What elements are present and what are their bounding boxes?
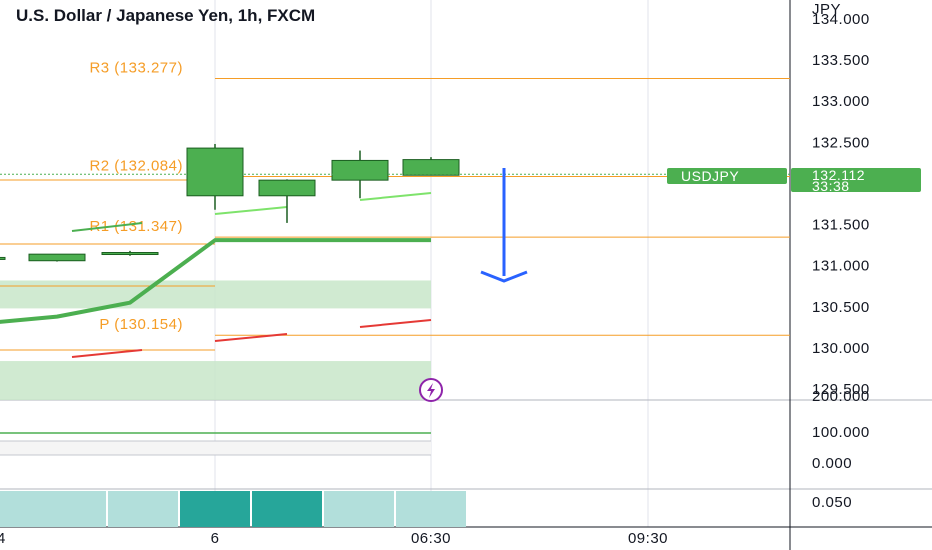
pivot-label: R1 (131.347) [89, 218, 183, 235]
time-tick-label: 06:30 [411, 530, 451, 547]
volume-bar[interactable] [108, 491, 178, 527]
arrow-head [480, 270, 528, 283]
price-tick-label: 131.000 [812, 258, 870, 275]
time-tick-label: 09:30 [628, 530, 668, 547]
symbol-tag-label: USDJPY [681, 168, 739, 184]
lower-pane-tick: 0.000 [812, 455, 852, 472]
red-segment [214, 333, 288, 342]
red-segment [359, 319, 432, 328]
lightning-icon[interactable] [419, 378, 443, 402]
volume-bar[interactable] [180, 491, 250, 527]
price-tick-label: 129.500 [812, 381, 870, 398]
price-tick-label: 132.500 [812, 134, 870, 151]
countdown-timer: 33:38 [812, 178, 850, 194]
bottom-pane-tick: 0.050 [812, 494, 852, 511]
volume-bar[interactable] [396, 491, 466, 527]
price-tick-label: 130.000 [812, 340, 870, 357]
price-tick-label: 130.500 [812, 299, 870, 316]
pivot-zone-lower [0, 361, 431, 400]
green-segment [359, 192, 432, 201]
price-tick-label: 131.500 [812, 217, 870, 234]
volume-bar[interactable] [324, 491, 394, 527]
volume-bar[interactable] [252, 491, 322, 527]
pivot-label: R3 (133.277) [89, 59, 183, 76]
price-tick-label: 133.500 [812, 52, 870, 69]
price-tick-label: 133.000 [812, 93, 870, 110]
red-segment [71, 349, 143, 358]
pivot-label: R2 (132.084) [89, 158, 183, 175]
time-tick-label: 4 [0, 530, 6, 547]
candle-body[interactable] [186, 147, 244, 197]
time-tick-label: 6 [211, 530, 220, 547]
candle-body[interactable] [101, 252, 159, 256]
symbol-tag[interactable] [667, 168, 787, 184]
lower-pane-band [0, 441, 431, 455]
pivot-zone-upper [0, 280, 431, 309]
green-segment [71, 222, 143, 232]
volume-bar[interactable] [36, 491, 106, 527]
candle-body[interactable] [331, 159, 389, 181]
lower-pane-tick: 100.000 [812, 424, 870, 441]
candle-body[interactable] [258, 179, 316, 197]
currency-label: JPY [812, 1, 841, 18]
trend-line [0, 238, 431, 324]
price-tick-label: 134.000 [812, 11, 870, 28]
lower-pane-tick: 200.000 [812, 388, 870, 405]
chart-title: U.S. Dollar / Japanese Yen, 1h, FXCM [16, 6, 315, 25]
green-segment [214, 206, 288, 215]
last-price-value: 132.112 [812, 167, 865, 183]
candle-body[interactable] [28, 253, 86, 262]
candle-body[interactable] [402, 159, 460, 176]
candle-body[interactable] [0, 256, 6, 260]
last-price-tag[interactable] [791, 168, 921, 192]
pivot-label: P (130.154) [99, 316, 183, 333]
